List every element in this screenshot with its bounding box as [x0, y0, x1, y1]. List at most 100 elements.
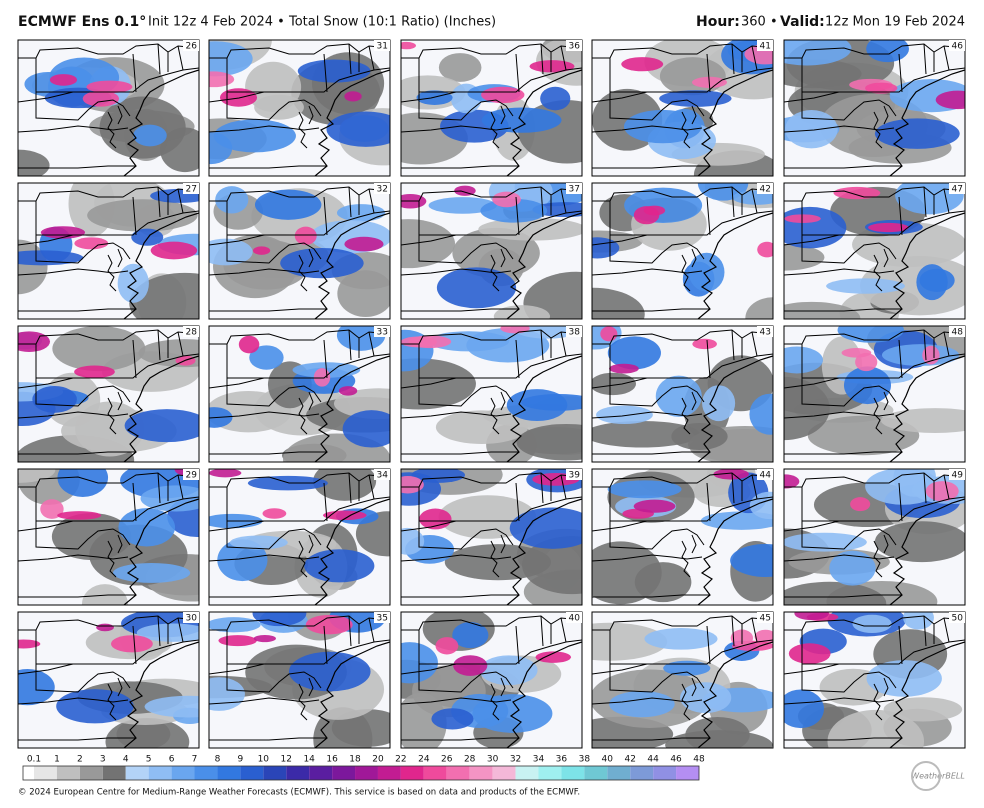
- snow-area: [685, 716, 750, 748]
- colorbar-label: 6: [169, 755, 175, 765]
- snow-area: [829, 550, 876, 586]
- colorbar-label: 8: [215, 755, 221, 765]
- snow-area: [868, 222, 909, 233]
- colorbar-label: 9: [238, 755, 244, 765]
- member-label-box: [757, 326, 773, 337]
- snow-area: [305, 614, 353, 635]
- colorbar-swatch: [286, 766, 310, 780]
- colorbar-frame: [22, 765, 700, 781]
- snow-area: [481, 86, 525, 104]
- map-panel: 48: [783, 325, 966, 463]
- snow-area: [428, 197, 497, 214]
- colorbar-swatch: [56, 766, 80, 780]
- panel-frame: [783, 468, 966, 606]
- snow-area: [492, 191, 521, 208]
- snow-area: [883, 697, 963, 722]
- snow-area: [218, 635, 257, 647]
- snow-area: [644, 628, 718, 650]
- snow-area: [344, 91, 362, 102]
- colorbar-label: 28: [464, 755, 476, 765]
- member-label-box: [374, 326, 390, 337]
- snow-area: [401, 527, 425, 555]
- member-number: 32: [377, 185, 388, 195]
- map-panel: 30: [17, 611, 200, 749]
- snow-area: [401, 692, 447, 748]
- map-panel: 32: [208, 182, 391, 320]
- snow-area: [427, 331, 510, 352]
- snow-area: [209, 41, 253, 77]
- map-panel: 27: [17, 182, 200, 320]
- colorbar-label: 30: [487, 755, 499, 765]
- map-panel: 43: [591, 325, 774, 463]
- colorbar-swatch: [584, 766, 608, 780]
- run-description: Init 12z 4 Feb 2024 • Total Snow (10:1 R…: [148, 15, 496, 30]
- colorbar-swatch: [423, 766, 447, 780]
- colorbar-swatch: [171, 766, 195, 780]
- snow-area: [452, 227, 540, 279]
- map-panel: 34: [208, 468, 391, 606]
- snow-area: [435, 410, 528, 445]
- member-label-box: [757, 183, 773, 194]
- snow-area: [438, 53, 482, 82]
- snow-area: [49, 74, 78, 86]
- snow-area: [866, 40, 909, 63]
- map-panel: 41: [591, 39, 774, 177]
- snow-field: [18, 40, 199, 176]
- member-label-box: [183, 326, 199, 337]
- colorbar-label: 14: [303, 755, 315, 765]
- member-number: 45: [760, 614, 771, 624]
- snow-area: [624, 109, 702, 144]
- snow-area: [436, 267, 517, 309]
- snow-area: [621, 57, 664, 72]
- valid-label: Valid:: [780, 14, 825, 30]
- snow-area: [919, 268, 955, 292]
- member-label-box: [757, 469, 773, 480]
- snow-area: [479, 655, 538, 686]
- snow-area: [82, 90, 120, 107]
- member-label-box: [183, 40, 199, 51]
- snow-area: [833, 186, 881, 200]
- member-label-box: [183, 469, 199, 480]
- member-number: 28: [186, 328, 198, 338]
- member-number: 29: [186, 471, 198, 481]
- panel-frame: [783, 325, 966, 463]
- member-number: 43: [760, 328, 771, 338]
- map-panel: 36: [400, 39, 583, 177]
- member-number: 40: [569, 614, 581, 624]
- snow-area: [219, 88, 258, 107]
- hour-label: Hour:: [696, 14, 740, 30]
- panel-frame: [591, 182, 774, 320]
- map-panel: 45: [591, 611, 774, 749]
- panel-frame: [17, 325, 200, 463]
- hour-value: 360 •: [741, 15, 778, 30]
- colorbar-swatch: [515, 766, 539, 780]
- snow-area: [57, 511, 102, 520]
- snow-area: [338, 386, 358, 396]
- panel-frame: [783, 611, 966, 749]
- snow-area: [313, 469, 377, 501]
- snow-area: [304, 549, 375, 583]
- snow-area: [140, 485, 199, 512]
- snow-area: [40, 226, 86, 239]
- map-panel: 28: [17, 325, 200, 463]
- snow-area: [253, 634, 276, 643]
- member-number: 44: [760, 471, 772, 481]
- member-number: 31: [377, 42, 388, 52]
- map-panel: 38: [400, 325, 583, 463]
- panel-frame: [400, 325, 583, 463]
- member-number: 41: [760, 42, 771, 52]
- snow-area: [110, 635, 153, 653]
- snow-area: [784, 581, 887, 605]
- colorbar-swatch: [492, 766, 516, 780]
- colorbar-swatch: [125, 766, 149, 780]
- snow-area: [671, 422, 728, 451]
- snow-area: [252, 246, 271, 255]
- snow-field: [784, 612, 965, 748]
- colorbar-swatch: [194, 766, 218, 780]
- colorbar-label: 36: [556, 755, 568, 765]
- snow-area: [655, 375, 702, 417]
- member-number: 49: [952, 471, 964, 481]
- colorbar-label: 32: [510, 755, 521, 765]
